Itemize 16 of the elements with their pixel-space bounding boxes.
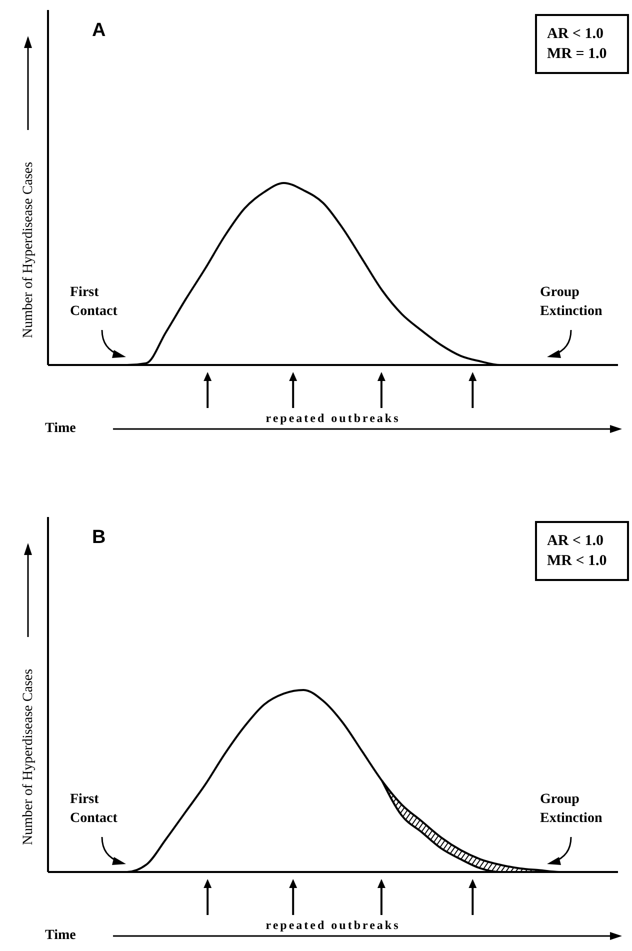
text: MR = 1.0 (547, 45, 608, 64)
text: AR < 1.0 (547, 25, 604, 44)
x-axis-title: Time (45, 928, 76, 943)
text: repeated outbreaks (266, 411, 400, 425)
annotation: First Contact (70, 284, 118, 321)
y-axis-title: Number of Hyperdisease Cases (21, 668, 36, 846)
y-axis-title: Number of Hyperdisease Cases (21, 162, 36, 338)
annotation: Group Extinction (540, 791, 604, 828)
text: AR < 1.0 (547, 532, 604, 551)
text: MR < 1.0 (547, 552, 608, 571)
x-axis-title: Time (45, 421, 76, 436)
annotation: Group Extinction (540, 284, 604, 321)
text: repeated outbreaks (266, 918, 400, 932)
chart-title: A (92, 20, 106, 41)
chart-title: B (92, 527, 106, 548)
annotation: First Contact (70, 791, 118, 828)
